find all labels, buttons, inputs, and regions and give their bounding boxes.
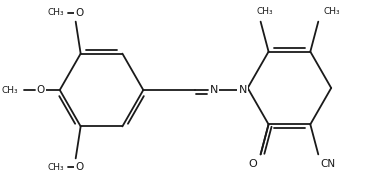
Text: CN: CN [321,159,336,169]
Text: O: O [75,162,84,172]
Text: N: N [239,85,247,95]
Text: O: O [37,85,45,95]
Text: CH₃: CH₃ [48,163,64,172]
Text: N: N [210,85,218,95]
Text: CH₃: CH₃ [48,8,64,17]
Text: O: O [75,8,84,18]
Text: CH₃: CH₃ [2,85,18,95]
Text: O: O [248,159,257,169]
Text: CH₃: CH₃ [324,7,340,16]
Text: CH₃: CH₃ [256,7,273,16]
